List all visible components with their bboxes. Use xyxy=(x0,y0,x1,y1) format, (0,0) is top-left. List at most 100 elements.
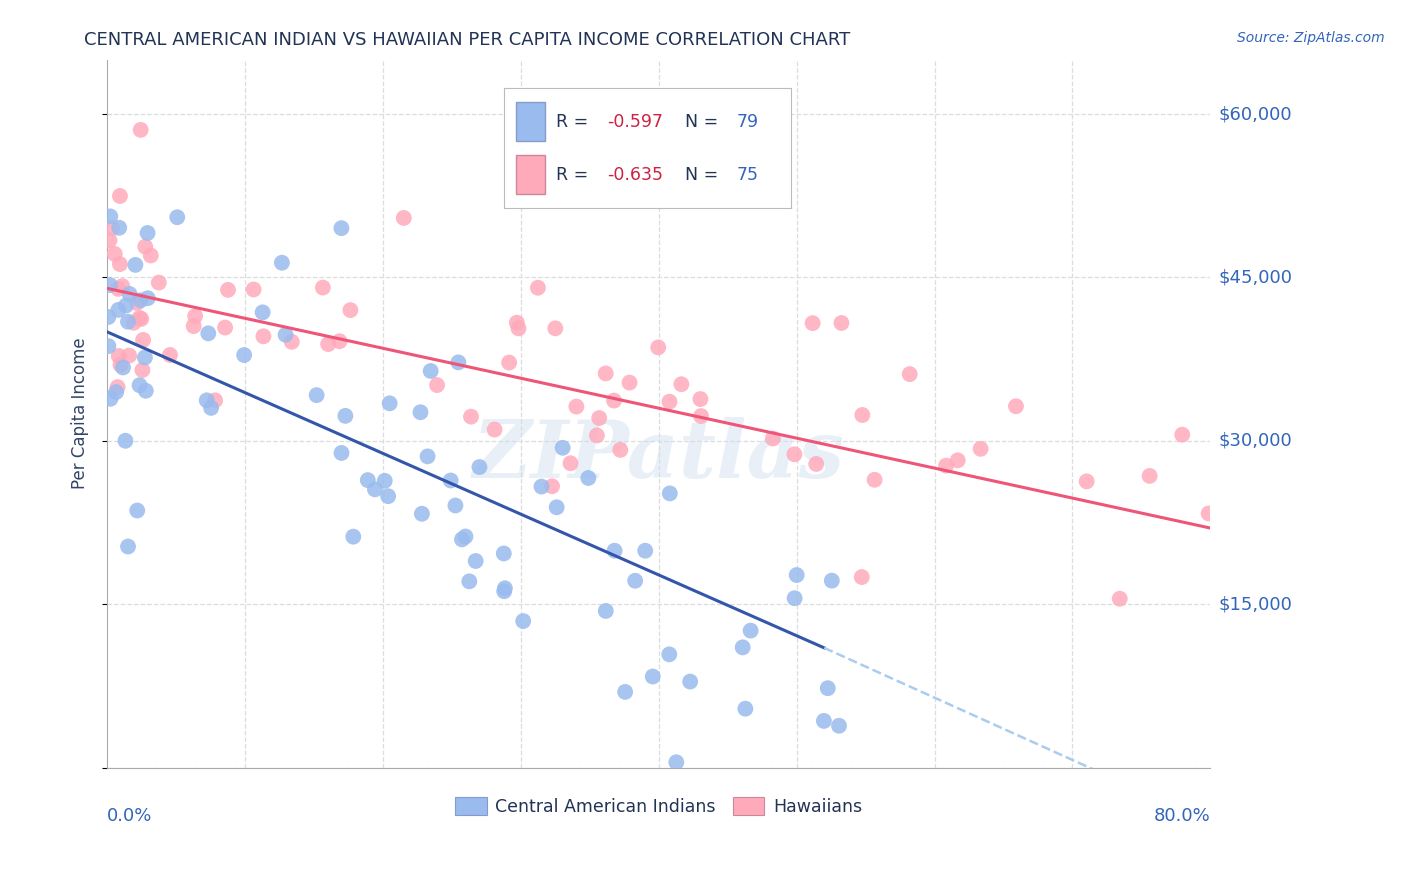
Point xyxy=(378,396,401,410)
Text: $30,000: $30,000 xyxy=(1219,432,1292,450)
Point xyxy=(863,473,886,487)
Point xyxy=(451,533,474,547)
Point xyxy=(527,281,550,295)
Point xyxy=(460,409,482,424)
Point xyxy=(508,321,530,335)
Point xyxy=(690,409,713,423)
Point xyxy=(560,456,582,470)
Point xyxy=(731,640,754,655)
Point xyxy=(586,428,609,442)
Y-axis label: Per Capita Income: Per Capita Income xyxy=(72,338,89,490)
Point xyxy=(134,351,156,365)
Point xyxy=(136,226,159,240)
Point xyxy=(166,211,188,225)
Point xyxy=(108,189,131,203)
Point xyxy=(851,570,873,584)
Point xyxy=(783,591,806,606)
Point xyxy=(506,316,529,330)
Point xyxy=(624,574,647,588)
Point xyxy=(316,337,339,351)
Point xyxy=(197,326,219,341)
Point xyxy=(139,248,162,262)
Point xyxy=(786,568,808,582)
Point xyxy=(252,305,274,319)
Legend: Central American Indians, Hawaiians: Central American Indians, Hawaiians xyxy=(449,790,869,822)
Point xyxy=(641,669,664,683)
Point xyxy=(115,299,138,313)
Point xyxy=(679,674,702,689)
Point xyxy=(541,479,564,493)
Point xyxy=(335,409,357,423)
Point xyxy=(136,291,159,305)
Point xyxy=(148,276,170,290)
Point xyxy=(813,714,835,728)
Point xyxy=(484,423,506,437)
Point xyxy=(129,312,152,326)
Point xyxy=(898,367,921,381)
Point xyxy=(411,507,433,521)
Point xyxy=(817,681,839,696)
Point xyxy=(828,719,851,733)
Point xyxy=(214,320,236,334)
Text: $15,000: $15,000 xyxy=(1219,595,1292,614)
Point xyxy=(281,334,304,349)
Point xyxy=(801,316,824,330)
Point xyxy=(494,581,516,595)
Point xyxy=(330,446,353,460)
Point xyxy=(447,355,470,369)
Point xyxy=(576,471,599,485)
Point xyxy=(111,279,134,293)
Point xyxy=(444,499,467,513)
Point xyxy=(107,302,129,317)
Point xyxy=(274,327,297,342)
Point xyxy=(969,442,991,456)
Point xyxy=(377,489,399,503)
Point xyxy=(665,756,688,770)
Point xyxy=(195,393,218,408)
Point xyxy=(312,280,335,294)
Text: $45,000: $45,000 xyxy=(1219,268,1292,286)
Point xyxy=(734,702,756,716)
Point xyxy=(409,405,432,419)
Point xyxy=(159,348,181,362)
Point xyxy=(458,574,481,589)
Point xyxy=(658,486,681,500)
Point xyxy=(634,543,657,558)
Point xyxy=(184,309,207,323)
Point xyxy=(117,315,139,329)
Point xyxy=(98,210,121,224)
Point xyxy=(440,474,463,488)
Point xyxy=(671,377,693,392)
Point xyxy=(603,543,626,558)
Point xyxy=(98,233,121,247)
Point xyxy=(494,584,516,599)
Point xyxy=(131,363,153,377)
Point xyxy=(357,473,380,487)
Point xyxy=(544,321,567,335)
Point xyxy=(101,221,124,235)
Point xyxy=(200,401,222,415)
Text: 0.0%: 0.0% xyxy=(107,806,153,824)
Point xyxy=(128,378,150,392)
Point xyxy=(468,460,491,475)
Point xyxy=(129,123,152,137)
Point xyxy=(1171,427,1194,442)
Point xyxy=(98,278,121,293)
Point xyxy=(821,574,844,588)
Point xyxy=(97,339,120,353)
Point xyxy=(762,432,785,446)
Point xyxy=(104,247,127,261)
Point xyxy=(183,319,205,334)
Point xyxy=(619,376,641,390)
Point xyxy=(1198,507,1220,521)
Point xyxy=(107,380,129,394)
Point xyxy=(426,378,449,392)
Point xyxy=(124,258,146,272)
Point xyxy=(1139,469,1161,483)
Point xyxy=(603,393,626,408)
Point xyxy=(530,479,553,493)
Point xyxy=(128,310,150,325)
Point xyxy=(689,392,711,406)
Point xyxy=(935,458,957,473)
Point xyxy=(112,360,135,375)
